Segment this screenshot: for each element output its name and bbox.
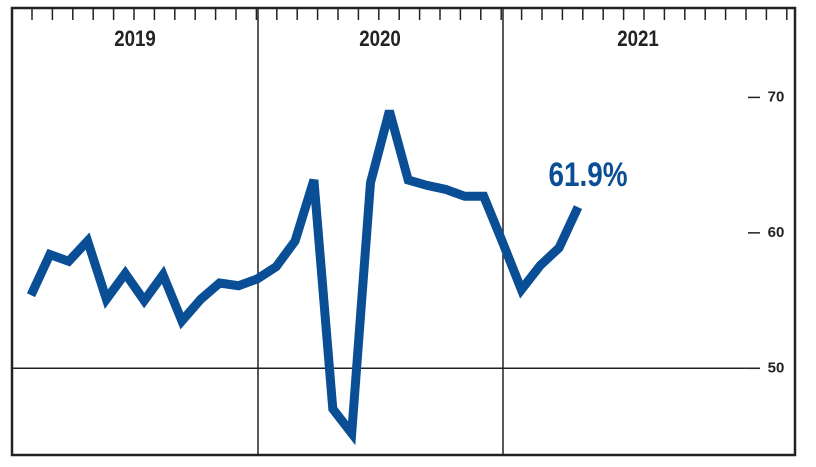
plot-frame	[10, 6, 797, 457]
month-ticks	[31, 8, 788, 20]
year-label: 2020	[359, 27, 401, 51]
value-label: 61.9%	[548, 155, 627, 193]
year-label: 2021	[617, 27, 659, 51]
data-line	[26, 109, 583, 446]
y-tick-label: 70	[768, 88, 785, 105]
year-label: 2019	[114, 27, 156, 51]
y-tick-label: 60	[768, 224, 785, 241]
y-tick-label: 50	[768, 359, 785, 376]
